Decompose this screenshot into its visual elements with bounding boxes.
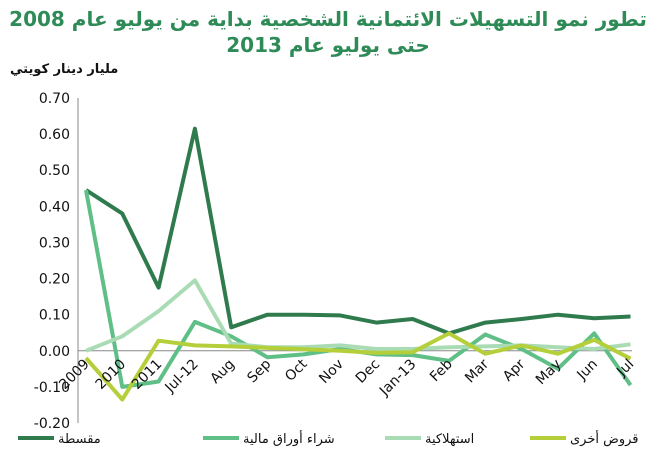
legend-label: استهلاكية [425,432,474,447]
y-tick-label: -0.10 [34,380,70,396]
x-tick-label: May [533,356,565,388]
x-tick-label: Apr [500,356,529,385]
y-axis-label: مليار دينار كويتي [10,62,119,77]
x-tick-label: Dec [353,356,383,386]
y-tick-label: 0.60 [39,127,70,143]
x-tick-label: Sep [244,356,274,386]
x-tick-label: Nov [316,356,347,387]
chart-title-line-1: تطور نمو التسهيلات الائتمانية الشخصية بد… [9,7,647,31]
y-tick-label: 0.10 [39,308,70,324]
x-tick-label: Jun [574,356,601,383]
x-tick-label: Jan-13 [376,356,419,399]
chart-title: تطور نمو التسهيلات الائتمانية الشخصية بد… [0,6,656,58]
series-line-0 [84,126,631,336]
y-tick-label: 0.40 [39,199,70,215]
series-line-2 [85,278,631,353]
legend-label: قروض أخرى [570,430,639,447]
y-tick-label: 0.70 [39,91,70,107]
y-axis-ticks: 0.70 0.60 0.50 0.40 0.30 0.20 0.10 0.00 -0.10 -0.… [34,91,70,432]
legend-label: مقسطة [58,432,101,447]
x-tick-label: Oct [282,356,311,385]
y-tick-label: 0.30 [39,235,70,251]
chart-title-line-2: حتى يوليو عام 2013 [226,33,430,57]
x-tick-label: Jul [613,356,637,380]
y-tick-label: 0.00 [39,344,70,360]
series-line-3 [84,331,632,402]
legend: مقسطة شراء أوراق مالية استهلاكية قروض أخرى [18,430,639,447]
x-tick-label: Aug [207,356,238,387]
x-tick-label: Jul-12 [162,356,202,396]
y-tick-label: 0.50 [39,163,70,179]
x-tick-label: Mar [462,356,492,386]
series-line-1 [84,189,633,389]
y-tick-label: 0.20 [39,272,70,288]
series-lines [84,126,633,402]
legend-label: شراء أوراق مالية [243,430,335,447]
y-tick-label: -0.20 [34,416,70,432]
